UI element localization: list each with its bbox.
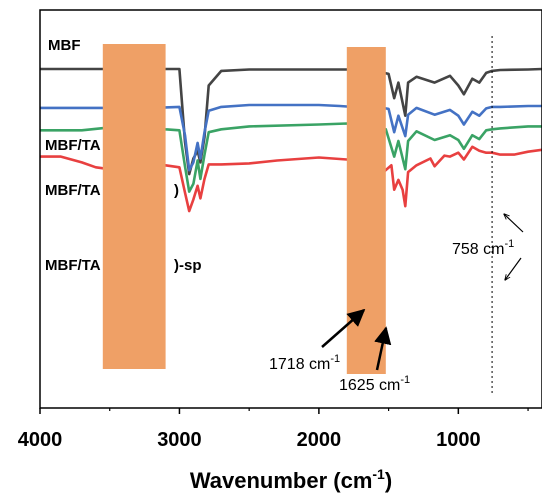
x-axis-title-sup: -1 [372, 466, 385, 482]
series-label-layer: MBF MBF/TA MBF/TA MBF/TA [45, 37, 101, 274]
x-tick-label-1: 3000 [157, 429, 202, 451]
x-tick-label-0: 4000 [18, 429, 63, 451]
x-tick-label-3: 1000 [436, 429, 481, 451]
highlight-band-1 [346, 47, 386, 374]
series-label-1: MBF/TA [45, 137, 101, 154]
plot-frame [39, 9, 542, 409]
arrow-1718 [321, 308, 366, 348]
x-tick-label-2: 2000 [297, 429, 342, 451]
x-axis: 4000 3000 2000 1000 [18, 408, 529, 451]
x-axis-title-text: Wavenumber (cm [190, 468, 373, 493]
series-label-suffix-3: )-sp [174, 257, 202, 274]
annotation-1718: 1718 cm-1 [269, 353, 340, 373]
series-label-suffix-2: ) [174, 182, 179, 199]
annotation-1625: 1625 cm-1 [339, 374, 410, 394]
series-label-2: MBF/TA [45, 182, 101, 199]
arrow-758-down [505, 257, 522, 280]
annotation-758: 758 cm-1 [452, 238, 514, 258]
highlight-band-layer [102, 36, 493, 395]
series-label-0: MBF [48, 37, 81, 54]
arrow-1625 [374, 326, 392, 371]
arrow-758-up [504, 214, 524, 233]
x-axis-title: Wavenumber (cm-1) [190, 466, 392, 493]
highlight-band-0 [102, 44, 166, 369]
series-label-3: MBF/TA [45, 257, 101, 274]
x-axis-title-close: ) [385, 468, 392, 493]
